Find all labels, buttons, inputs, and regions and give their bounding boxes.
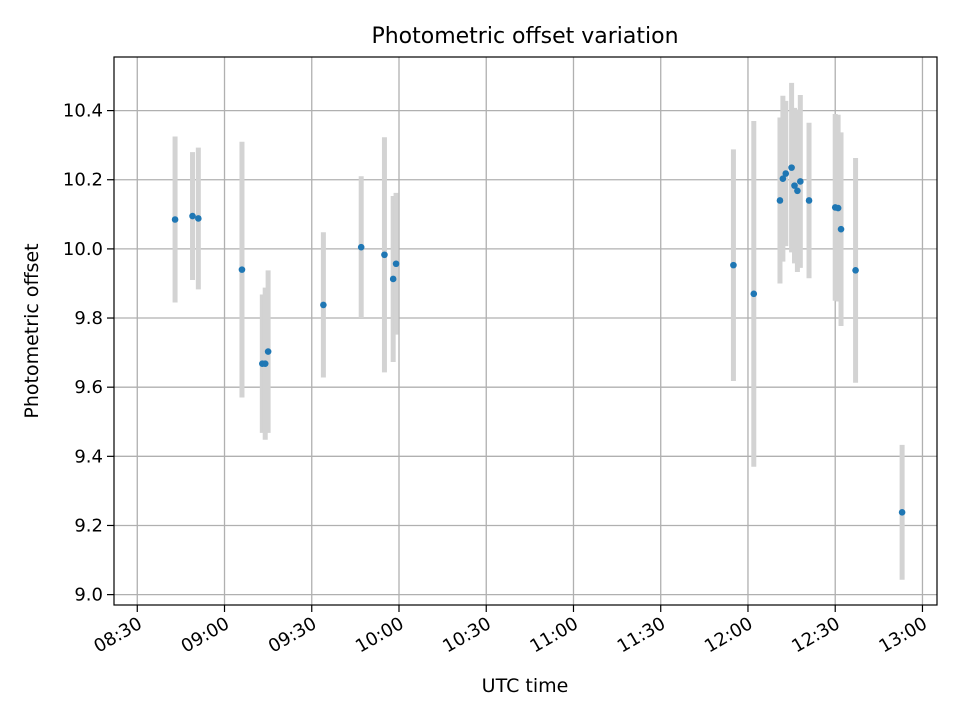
data-point — [357, 243, 365, 251]
data-point — [171, 216, 179, 223]
data-point — [794, 187, 801, 195]
data-point — [852, 267, 859, 274]
y-tick-label: 9.6 — [74, 377, 103, 398]
data-point — [189, 212, 196, 220]
y-tick-label: 10.0 — [63, 239, 103, 260]
data-point — [264, 348, 272, 355]
data-point — [381, 251, 388, 259]
data-point — [805, 197, 813, 204]
y-axis-ticks: 9.0 9.2 9.4 9.6 9.8 10.0 10.2 10.4 — [63, 101, 114, 606]
data-point — [320, 301, 327, 309]
data-point — [238, 266, 246, 273]
data-point — [779, 175, 787, 183]
data-point — [392, 260, 400, 268]
data-point — [776, 197, 784, 204]
grid — [114, 57, 937, 605]
data-point — [797, 178, 804, 185]
data-point — [750, 290, 758, 298]
data-point — [898, 509, 906, 516]
plot-frame — [113, 56, 938, 606]
chart-title: Photometric offset variation — [371, 24, 678, 49]
data-point — [837, 225, 845, 233]
data-point — [834, 204, 842, 212]
x-axis-label: UTC time — [482, 675, 569, 697]
data-point — [195, 215, 202, 222]
y-axis-label: Photometric offset — [21, 243, 43, 418]
y-tick-label: 9.8 — [74, 308, 103, 329]
data-point — [261, 360, 269, 367]
data-point — [788, 164, 795, 171]
y-tick-label: 9.2 — [74, 515, 103, 536]
data-point — [791, 182, 798, 189]
y-tick-label: 9.0 — [74, 585, 103, 606]
y-tick-label: 10.2 — [63, 170, 103, 191]
data-point — [782, 170, 790, 177]
y-tick-label: 10.4 — [63, 101, 103, 122]
data-points — [171, 164, 906, 516]
data-point — [730, 261, 737, 269]
y-tick-label: 9.4 — [74, 446, 103, 467]
data-point — [389, 275, 397, 283]
